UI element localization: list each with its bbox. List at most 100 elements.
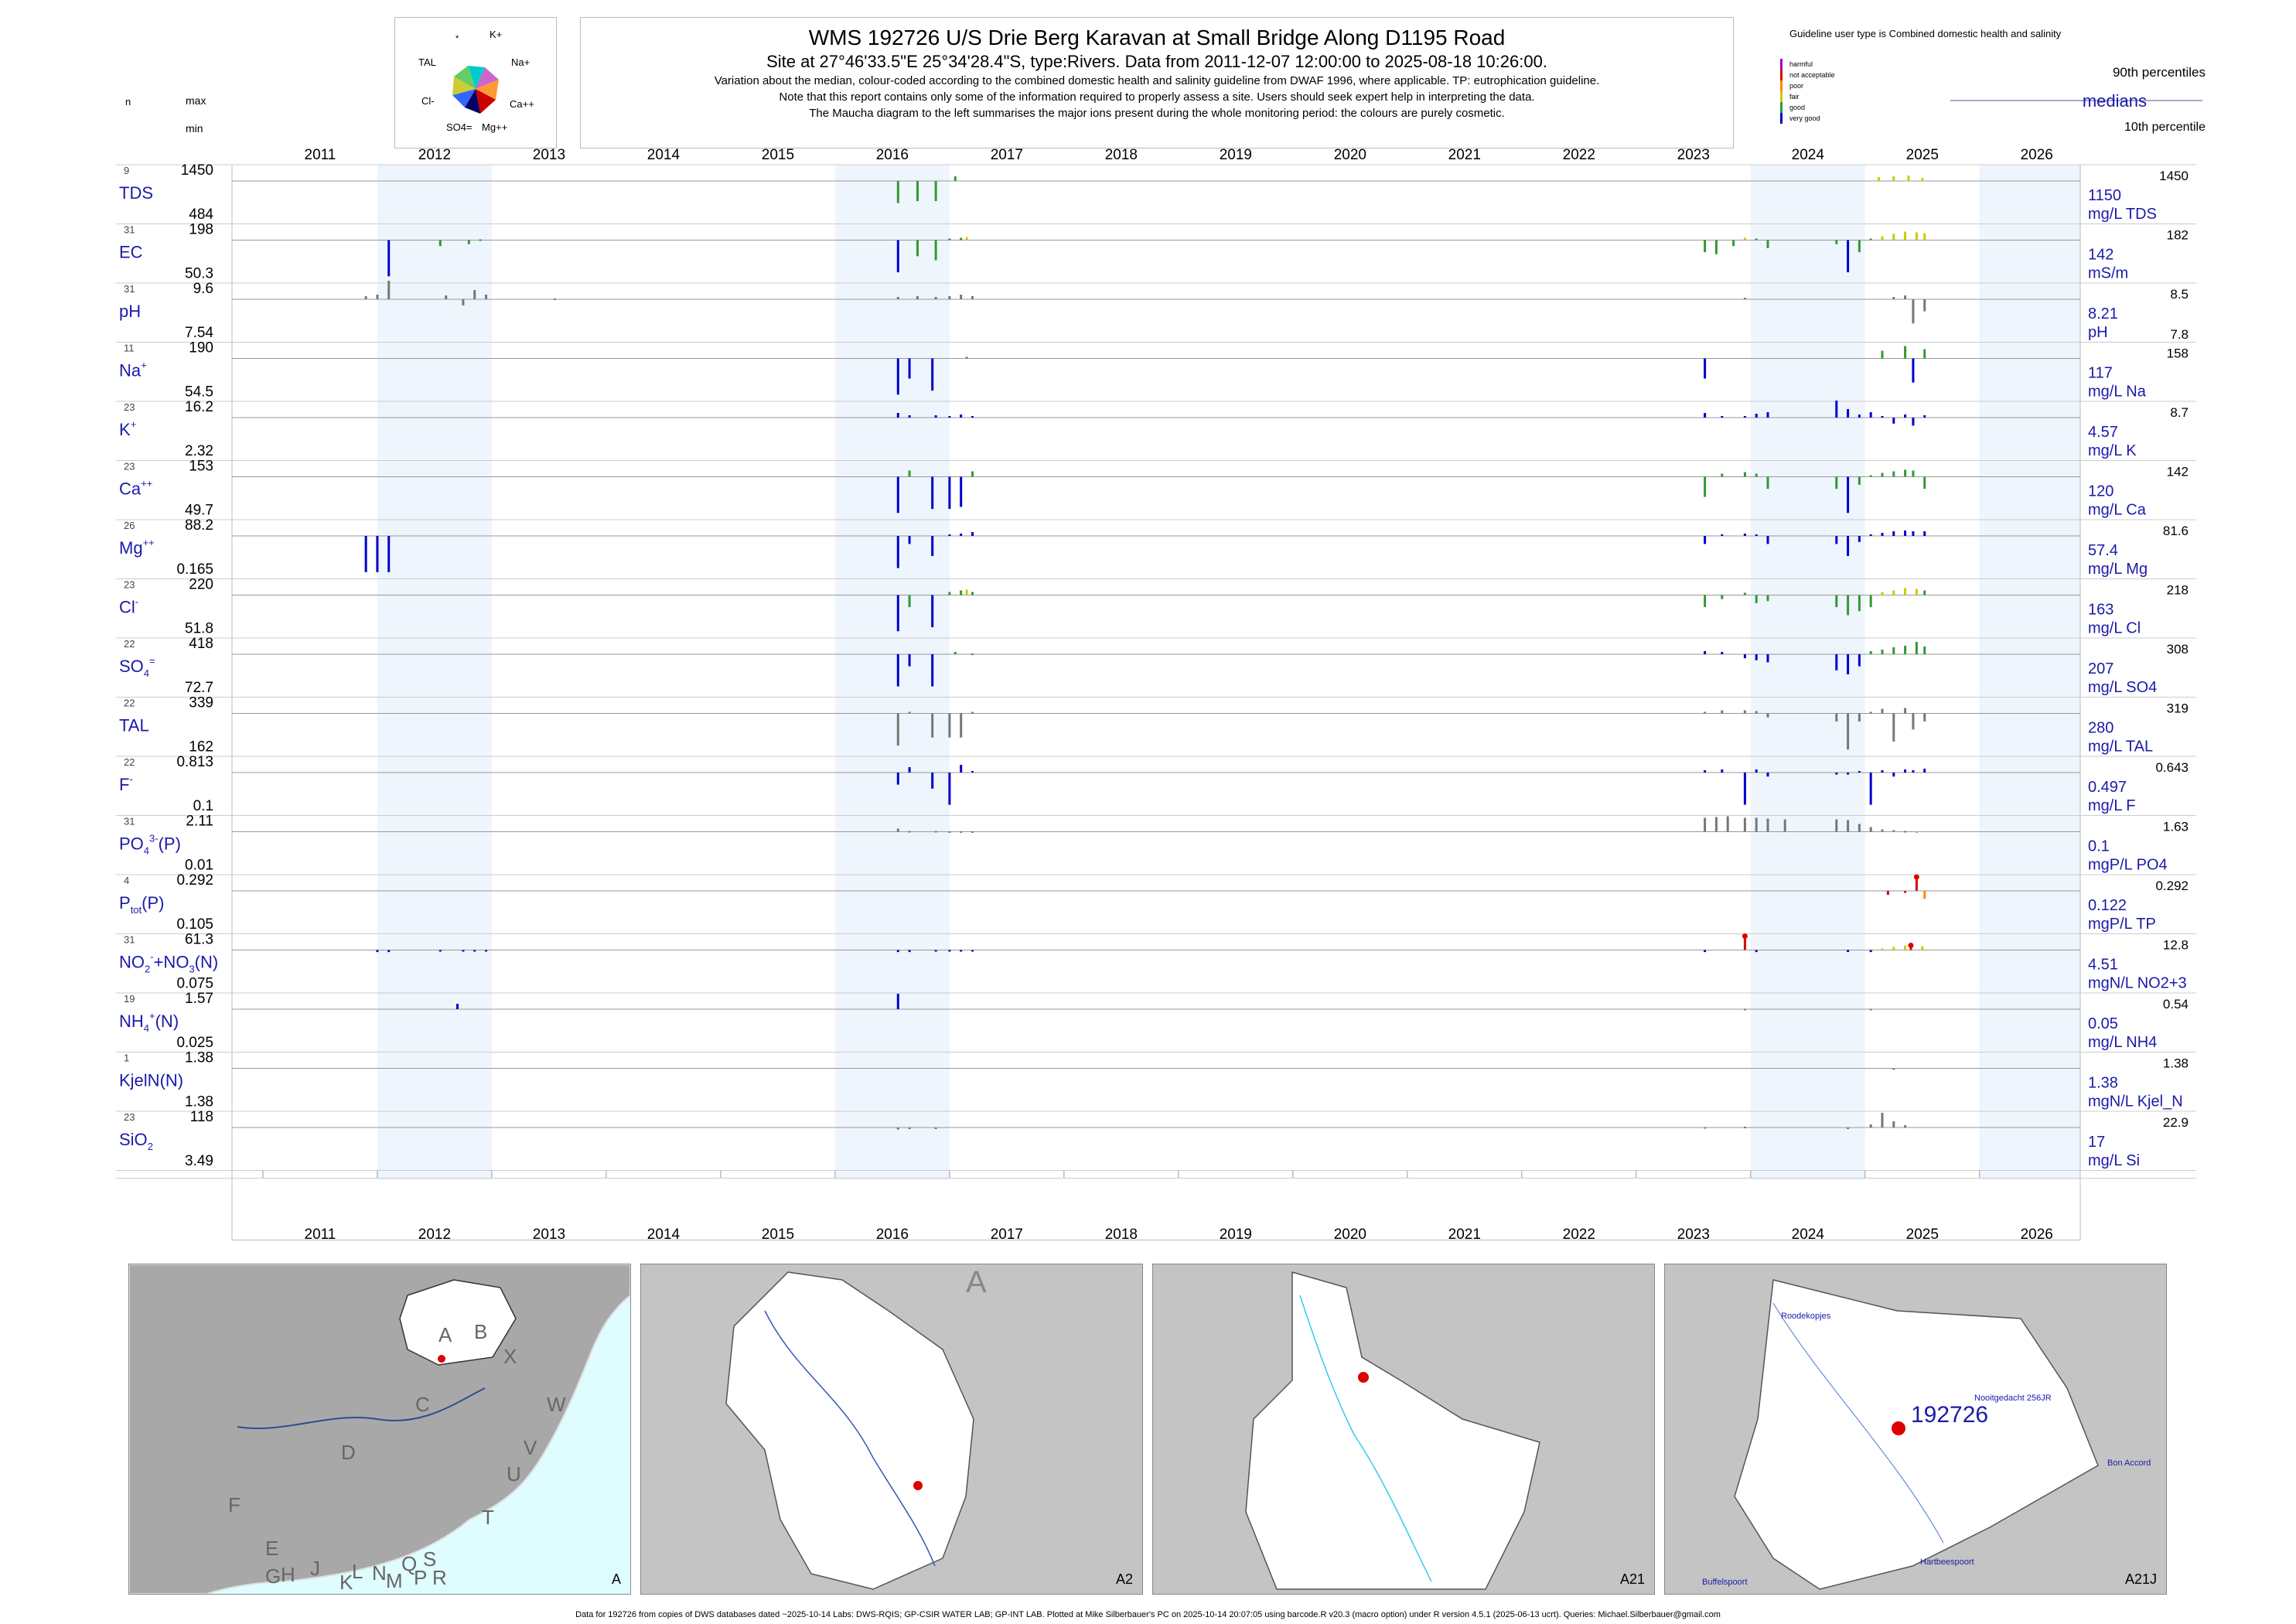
row-0-max: 1450 — [181, 162, 213, 179]
row-4-bar-0 — [896, 413, 899, 418]
maucha-label-so4: SO4= — [446, 121, 473, 133]
row-7-bar-11 — [1766, 595, 1769, 602]
row-10-bar-10 — [1766, 773, 1769, 777]
row-13-bar-cap-13 — [1742, 933, 1748, 939]
row-9-bar-12 — [1847, 713, 1850, 750]
legend-p10: 10th percentile — [2124, 121, 2206, 134]
row-14-label: NH4+(N) — [119, 1010, 179, 1034]
row-8-label: SO4= — [119, 655, 155, 679]
row-0-bar-3 — [954, 176, 957, 181]
row-13-bar-cap-20 — [1908, 943, 1914, 948]
maucha-ca-petal — [476, 80, 499, 100]
map-a21j-site — [1892, 1421, 1905, 1435]
row-11-median: 0.1 — [2088, 838, 2110, 855]
row-16-bar-9 — [1904, 1125, 1907, 1128]
year-label-top-2016: 2016 — [876, 147, 909, 163]
row-10-bar-13 — [1858, 771, 1861, 773]
row-10-bar-14 — [1869, 773, 1872, 805]
row-6-median: 57.4 — [2088, 542, 2118, 559]
row-6-bar-21 — [1912, 531, 1915, 536]
row-9-bar-14 — [1869, 711, 1872, 714]
row-8-bar-2 — [931, 654, 934, 687]
row-13-bar-6 — [896, 950, 899, 953]
map-a-coast — [129, 1264, 630, 1594]
map-a-letter-S: S — [423, 1547, 436, 1571]
row-13-bar-8 — [934, 950, 937, 952]
legend-cat-very-good: very good — [1789, 114, 1820, 122]
row-10-bar-6 — [1704, 770, 1707, 773]
row-11-bar-12 — [1783, 819, 1786, 832]
row-8-bar-15 — [1892, 647, 1895, 654]
row-8-bar-6 — [1721, 652, 1724, 654]
map-a2-site — [913, 1481, 923, 1490]
row-15-n: 1 — [124, 1053, 129, 1064]
legend-swatches — [1780, 59, 2202, 124]
row-6-max: 88.2 — [185, 517, 213, 534]
header-min: min — [186, 122, 203, 135]
legend-cat-good: good — [1789, 104, 1806, 111]
row-1-bar-1 — [438, 240, 442, 247]
row-7-max: 220 — [189, 577, 213, 593]
row-11-bar-1 — [908, 831, 911, 833]
map-a21j-site-label: 192726 — [1911, 1402, 1988, 1428]
row-1-bar-0 — [387, 240, 391, 277]
row-5-bar-16 — [1892, 471, 1895, 477]
legend-swatch-fair — [1780, 91, 1783, 102]
legend-cat-fair: fair — [1789, 93, 1800, 101]
row-1-max: 198 — [189, 222, 213, 238]
row-8-bar-10 — [1835, 654, 1838, 670]
row-2-bar-15 — [1892, 297, 1895, 299]
maucha-label-na: Na+ — [511, 56, 530, 68]
map-a21-label: A21 — [1619, 1571, 1645, 1587]
row-13-bar-19 — [1904, 945, 1907, 950]
row-14-p90: 0.54 — [2163, 997, 2189, 1012]
row-8-p90: 308 — [2167, 642, 2189, 657]
map-a-letter-Q: Q — [401, 1552, 417, 1575]
chart-note-1: Variation about the median, colour-coded… — [714, 74, 1600, 87]
map-a21j-catchment — [1734, 1279, 2099, 1590]
row-15-bar-0 — [1892, 1068, 1895, 1070]
map-a21j: 192726 Roodekopjes Nooitgedacht 256JR Bo… — [1664, 1264, 2167, 1595]
row-label-part: (P) — [142, 893, 164, 913]
row-1-bar-5 — [916, 240, 919, 257]
row-11-bar-10 — [1755, 817, 1758, 832]
row-11-n: 31 — [124, 816, 135, 827]
row-7-unit: mg/L Cl — [2088, 620, 2141, 637]
year-label-top-2014: 2014 — [647, 147, 681, 163]
row-5-bar-9 — [1755, 473, 1758, 477]
map-a-label: A — [611, 1571, 621, 1587]
row-4-bar-10 — [1766, 412, 1769, 418]
row-16-bar-5 — [1847, 1128, 1850, 1129]
row-2-bar-13 — [971, 296, 974, 299]
row-4-median: 4.57 — [2088, 424, 2118, 441]
row-7-n: 23 — [124, 579, 135, 591]
year-label-top-2015: 2015 — [762, 147, 794, 163]
map-a21j-place-nooitgedacht: Nooitgedacht 256JR — [1974, 1394, 2052, 1403]
row-label-part: tot — [131, 904, 142, 916]
year-label-bottom-2019: 2019 — [1220, 1227, 1252, 1243]
row-8-n: 22 — [124, 638, 135, 650]
map-a-letter-V: V — [524, 1436, 537, 1459]
map-a-site — [438, 1355, 445, 1363]
row-3-bar-6 — [1904, 346, 1907, 359]
chart-subtitle: Site at 27°46'33.5"E 25°34'28.4"S, type:… — [766, 52, 1547, 71]
row-1-bar-11 — [1714, 240, 1718, 254]
row-2-unit: pH — [2088, 324, 2108, 341]
row-3-bar-0 — [896, 358, 899, 395]
row-11-min: 0.01 — [185, 858, 213, 874]
year-label-top-2019: 2019 — [1220, 147, 1252, 163]
row-12-n: 4 — [124, 875, 129, 886]
row-11-max: 2.11 — [186, 814, 213, 830]
row-9-bar-7 — [1721, 710, 1724, 714]
row-0-bar-2 — [934, 181, 937, 201]
row-9-unit: mg/L TAL — [2088, 739, 2153, 756]
map-a2-river — [764, 1310, 936, 1567]
map-a21j-place-hartbeespoort: Hartbeespoort — [1920, 1557, 1974, 1567]
row-13-p90: 12.8 — [2163, 938, 2189, 953]
row-5-bar-15 — [1881, 473, 1884, 477]
row-5-bar-1 — [908, 470, 911, 477]
map-a-letter-D: D — [341, 1441, 356, 1464]
chart-title: WMS 192726 U/S Drie Berg Karavan at Smal… — [808, 26, 1506, 49]
row-11-bar-20 — [1915, 831, 1918, 833]
row-6-bar-0 — [364, 536, 367, 572]
